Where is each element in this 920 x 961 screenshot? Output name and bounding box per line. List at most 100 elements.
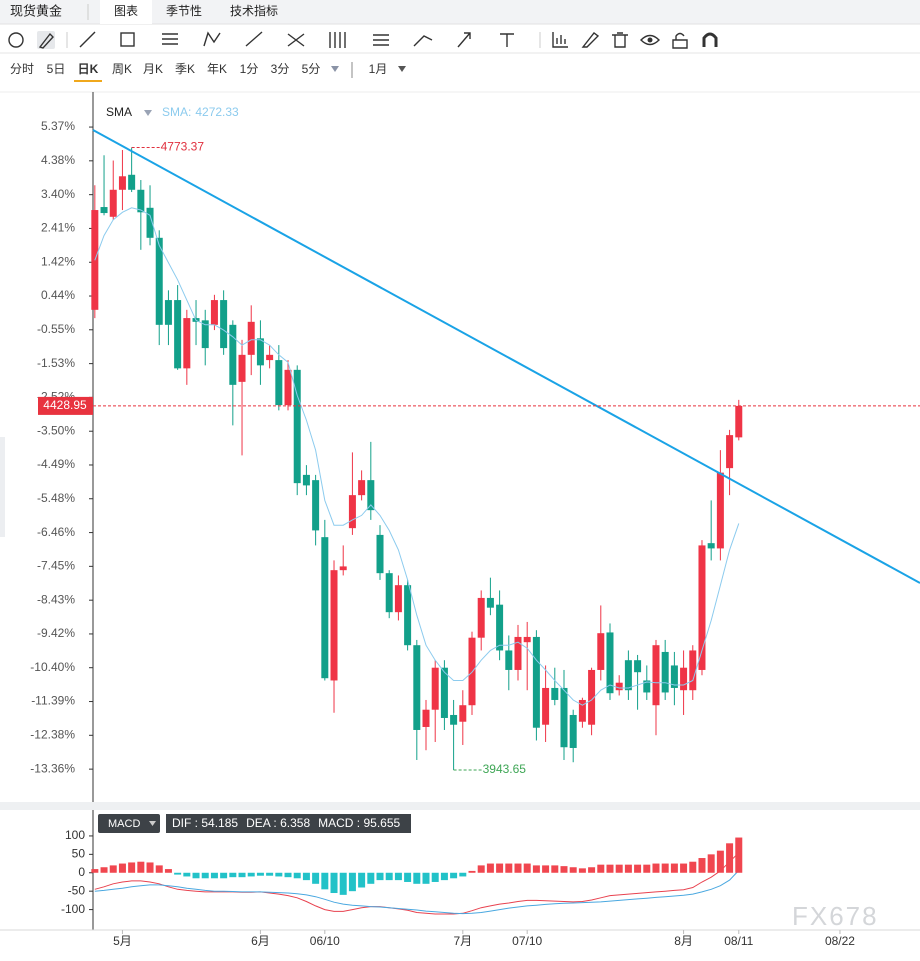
tool-icon[interactable] (702, 32, 718, 47)
tool-icon[interactable] (329, 32, 346, 48)
instrument-title: 现货黄金 (10, 3, 62, 18)
y-tick-label: -13.36% (30, 761, 75, 775)
macd-bar (532, 865, 540, 873)
macd-bar (560, 866, 568, 873)
tool-icon[interactable] (287, 33, 305, 47)
tool-icon[interactable] (413, 35, 433, 47)
macd-bar (321, 872, 329, 890)
y-tick-label: -50 (68, 883, 86, 897)
period-option[interactable]: 日K (78, 62, 99, 76)
period-option[interactable]: 1分 (240, 62, 259, 76)
macd-bar (284, 872, 292, 878)
candle-body (422, 709, 430, 727)
y-tick-label: 0 (78, 865, 85, 879)
candle-body (183, 318, 191, 369)
candle-body (726, 435, 734, 469)
candle-body (606, 632, 614, 694)
period-option[interactable]: 季K (175, 62, 195, 76)
legend-separator: : (270, 816, 280, 830)
sma-legend: SMA: 4272.33 (162, 105, 239, 119)
period-option[interactable]: 月K (143, 62, 163, 76)
tool-icon[interactable] (245, 31, 263, 47)
tool-icon[interactable] (500, 33, 514, 47)
period-option[interactable]: 分时 (10, 62, 34, 76)
tab[interactable]: 季节性 (166, 4, 202, 18)
macd-bar (266, 872, 274, 876)
macd-bar (348, 872, 356, 892)
candle-body (496, 604, 504, 651)
tool-icon[interactable] (38, 32, 54, 49)
y-tick-label: -6.46% (37, 525, 75, 539)
period-option[interactable]: 3分 (271, 62, 290, 76)
tool-icon[interactable] (640, 34, 660, 46)
tool-icon[interactable] (203, 31, 221, 47)
candle-body (514, 636, 522, 670)
tab[interactable]: 图表 (114, 4, 138, 18)
candle-body (137, 189, 145, 213)
macd-bar (670, 863, 678, 873)
macd-bar (247, 872, 255, 877)
macd-bar (578, 868, 586, 873)
macd-bar (707, 854, 715, 873)
dropdown-arrow[interactable] (331, 66, 339, 72)
tab[interactable]: 技术指标 (230, 3, 278, 18)
candle-body (266, 354, 274, 361)
macd-bar (100, 867, 108, 873)
period-option[interactable]: 5日 (47, 62, 66, 76)
candle-body (394, 585, 402, 613)
x-tick-label: 08/11 (724, 934, 753, 948)
dropdown-arrow[interactable] (398, 66, 406, 72)
period-option[interactable]: 年K (207, 62, 227, 76)
macd-bar (91, 869, 99, 873)
tool-icon[interactable] (612, 32, 628, 48)
tool-icon[interactable] (79, 31, 96, 48)
x-tick-label: 06/10 (310, 934, 340, 948)
indicator-button[interactable] (98, 814, 160, 833)
y-tick-label: 2.41% (41, 221, 75, 235)
candle-body (302, 474, 310, 486)
candle-body (698, 545, 706, 670)
tool-icon[interactable] (457, 32, 471, 48)
x-tick-label: 6月 (251, 934, 270, 948)
period-option[interactable]: 5分 (302, 62, 321, 76)
candle-body (413, 645, 421, 730)
trend-line[interactable] (92, 129, 920, 584)
legend-separator: : (353, 816, 363, 830)
candle-body (716, 472, 724, 549)
x-tick-label: 7月 (453, 934, 472, 948)
macd-bar (680, 863, 688, 873)
macd-bar (551, 865, 559, 873)
candle-body (634, 660, 642, 673)
tool-icon[interactable] (552, 32, 568, 48)
tool-icon[interactable] (162, 33, 178, 45)
macd-legend: DIF : 54.185 DEA : 6.358 MACD : 95.655 (172, 816, 401, 830)
range-selector[interactable]: 1月 (369, 62, 388, 76)
side-handle[interactable] (0, 437, 5, 537)
period-option[interactable]: 周K (112, 62, 132, 76)
tool-icon[interactable] (581, 32, 600, 48)
macd-bar (597, 864, 605, 873)
candle-body (164, 300, 172, 325)
macd-bar (496, 863, 504, 873)
y-tick-label: 3.40% (41, 187, 75, 201)
dropdown-arrow[interactable] (149, 821, 156, 826)
tool-icon[interactable] (8, 32, 24, 48)
macd-bar (330, 872, 338, 894)
tool-icon[interactable] (672, 32, 688, 49)
tool-icon[interactable] (120, 32, 135, 47)
candle-body (321, 537, 329, 679)
macd-bar (367, 872, 375, 884)
macd-bar (376, 872, 384, 881)
macd-bar (735, 837, 743, 873)
candle-body (431, 667, 439, 710)
macd-bar (339, 872, 347, 895)
candle-body (597, 633, 605, 670)
indicator-name[interactable]: SMA (106, 105, 132, 119)
dropdown-arrow[interactable] (144, 110, 152, 116)
candle-body (670, 665, 678, 688)
macd-bar (634, 864, 642, 873)
tool-icon[interactable] (373, 34, 389, 46)
macd-bar (542, 865, 550, 873)
candle-body (229, 324, 237, 385)
